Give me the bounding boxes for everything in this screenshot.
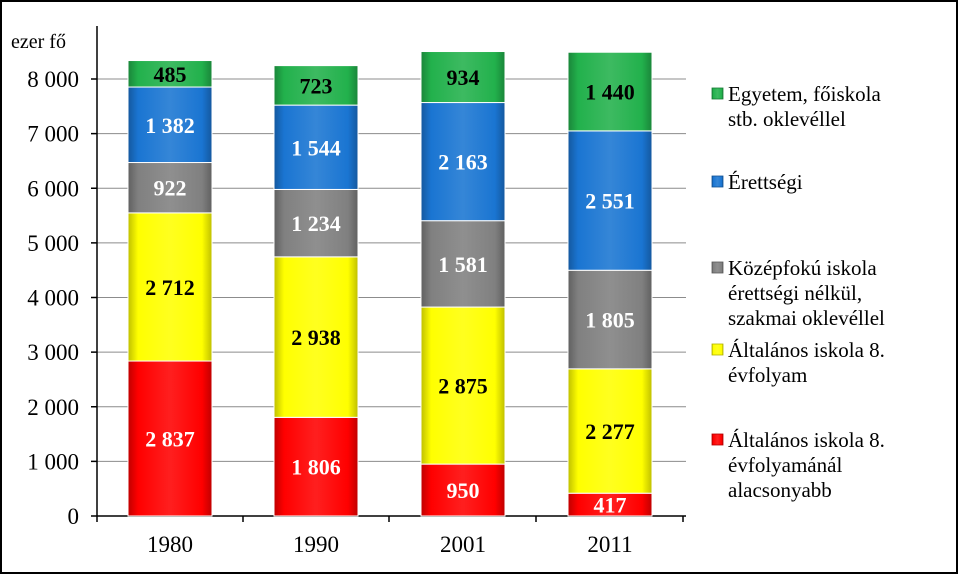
x-tick-label: 2001 xyxy=(440,532,486,557)
bar-segment xyxy=(273,188,359,258)
legend-label: évfolyam xyxy=(728,363,807,387)
bar-segment xyxy=(567,130,653,271)
legend-label: évfolyamánál xyxy=(728,453,842,477)
legend-swatch xyxy=(711,87,724,100)
y-tick-label: 5 000 xyxy=(27,231,79,256)
legend-label: alacsonyabb xyxy=(728,478,832,502)
legend-label: Általános iskola 8. xyxy=(728,428,885,452)
bar-segment xyxy=(420,51,506,104)
data-label: 2 938 xyxy=(291,325,341,350)
data-label: 1 581 xyxy=(438,252,488,277)
legend-label: Középfokú iskola xyxy=(728,256,877,280)
legend-label: Érettségi xyxy=(728,170,803,194)
legend-label: stb. oklevéllel xyxy=(728,107,846,131)
bar-segment xyxy=(127,86,213,164)
y-tick-label: 3 000 xyxy=(27,340,79,365)
bar-segment xyxy=(420,102,506,222)
y-tick-label: 2 000 xyxy=(27,395,79,420)
legend-swatch xyxy=(711,433,724,446)
data-label: 1 806 xyxy=(291,455,341,480)
y-axis-unit-label: ezer fő xyxy=(11,31,66,53)
data-label: 950 xyxy=(447,478,480,503)
bar-segment xyxy=(420,306,506,465)
data-labels: 2 837 2 712 922 1 382 485 1 806 2 938 1 234 1 54… xyxy=(145,62,635,518)
data-label: 417 xyxy=(594,493,627,518)
bar-segment xyxy=(567,51,653,132)
bar-segment xyxy=(567,269,653,370)
data-label: 2 277 xyxy=(585,419,635,444)
bar-segment xyxy=(273,256,359,418)
y-tick-label: 0 xyxy=(68,504,80,529)
data-label: 2 551 xyxy=(585,189,635,214)
data-label: 2 837 xyxy=(145,427,195,452)
data-label: 723 xyxy=(300,73,333,98)
x-tick-label: 1990 xyxy=(293,532,339,557)
legend-swatch xyxy=(711,261,724,274)
bar-segment xyxy=(273,65,359,106)
legend-swatch xyxy=(711,343,724,356)
legend-label: Egyetem, főiskola xyxy=(728,82,881,106)
bar-segment xyxy=(127,60,213,88)
data-label: 2 875 xyxy=(438,374,488,399)
data-label: 2 163 xyxy=(438,150,488,175)
y-tick-label: 8 000 xyxy=(27,67,79,92)
data-label: 485 xyxy=(154,62,187,87)
legend-label: szakmai oklevéllel xyxy=(728,306,885,330)
bar-segment xyxy=(127,162,213,214)
bars xyxy=(127,51,653,517)
bar-segment xyxy=(567,368,653,494)
legend-label: érettségi nélkül, xyxy=(728,281,862,305)
data-label: 1 382 xyxy=(145,113,195,138)
y-tick-label: 6 000 xyxy=(27,176,79,201)
y-tick-label: 7 000 xyxy=(27,122,79,147)
data-label: 2 712 xyxy=(145,275,195,300)
data-label: 1 544 xyxy=(291,135,341,160)
y-tick-label: 4 000 xyxy=(27,286,79,311)
data-label: 934 xyxy=(447,65,480,90)
x-tick-label: 2011 xyxy=(587,532,632,557)
legend-swatch xyxy=(711,175,724,188)
bar-segment xyxy=(420,220,506,308)
bar-segment xyxy=(273,104,359,190)
data-label: 1 805 xyxy=(585,308,635,333)
x-tick-label: 1980 xyxy=(147,532,193,557)
data-label: 922 xyxy=(154,176,187,201)
y-tick-label: 1 000 xyxy=(27,449,79,474)
data-label: 1 234 xyxy=(291,211,341,236)
data-label: 1 440 xyxy=(585,80,635,105)
legend-label: Általános iskola 8. xyxy=(728,338,885,362)
